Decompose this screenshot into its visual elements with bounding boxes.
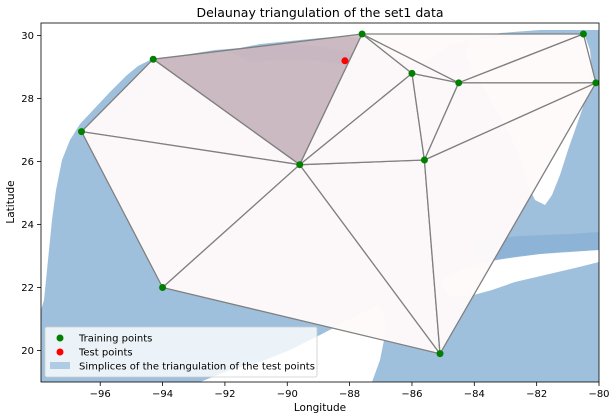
- y-tick-label: 22: [21, 283, 34, 294]
- legend-simplices-patch: [50, 362, 70, 369]
- x-tick-label: −94: [152, 389, 173, 400]
- y-tick-label: 30: [21, 31, 34, 42]
- legend-simplices-label: Simplices of the triangulation of the te…: [79, 362, 315, 373]
- points-layer: [78, 30, 599, 358]
- land-north: [41, 23, 599, 310]
- training-point: [358, 30, 366, 38]
- x-axis: −96 −94 −92 −90 −88 −86 −84 −82 −80: [90, 382, 610, 400]
- y-tick-label: 28: [21, 94, 34, 105]
- x-tick-label: −82: [526, 389, 547, 400]
- training-point: [455, 79, 463, 87]
- legend-training-marker: [56, 334, 64, 342]
- y-axis: 20 22 24 26 28 30: [21, 31, 41, 357]
- land-yucatan: [200, 305, 385, 382]
- legend-test-label: Test points: [78, 348, 133, 359]
- x-tick-label: −80: [588, 389, 609, 400]
- training-point: [408, 69, 416, 77]
- y-axis-label: Latitude: [5, 180, 17, 223]
- y-tick-label: 26: [21, 157, 34, 168]
- training-point: [159, 284, 167, 292]
- training-point: [592, 79, 599, 87]
- legend-box: [44, 326, 318, 378]
- legend: Training points Test points Simplices of…: [44, 326, 318, 378]
- plot-area: [41, 23, 599, 382]
- x-axis-label: Longitude: [294, 402, 346, 414]
- chart-title: Delaunay triangulation of the set1 data: [196, 5, 443, 20]
- x-tick-label: −90: [277, 389, 298, 400]
- training-point: [149, 55, 157, 63]
- x-tick-label: −86: [401, 389, 422, 400]
- x-tick-label: −88: [339, 389, 360, 400]
- legend-test-marker: [56, 348, 64, 356]
- triangle-simplex: [458, 33, 597, 84]
- triangles-layer: [80, 33, 597, 355]
- y-tick-label: 20: [21, 346, 34, 357]
- training-point: [579, 30, 587, 38]
- training-point: [296, 161, 304, 169]
- test-point: [341, 57, 349, 65]
- training-point: [436, 350, 444, 358]
- legend-training-label: Training points: [78, 334, 152, 345]
- y-tick-label: 24: [21, 220, 34, 231]
- training-point: [420, 156, 428, 164]
- x-tick-label: −96: [90, 389, 111, 400]
- plot-frame: [40, 22, 600, 383]
- x-tick-label: −92: [214, 389, 235, 400]
- training-point: [78, 128, 86, 136]
- x-tick-label: −84: [464, 389, 485, 400]
